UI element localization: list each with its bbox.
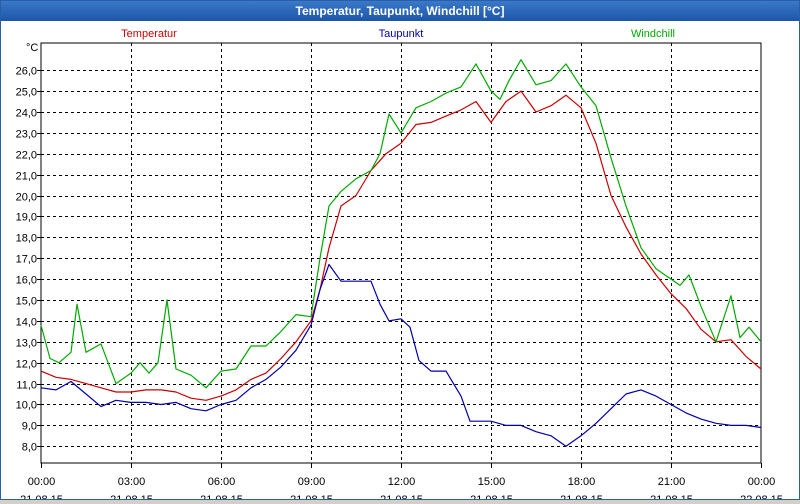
x-tick-time: 18:00 [568,476,596,488]
x-tick-time: 06:00 [208,476,236,488]
y-tick-label: 9,0 [22,421,37,433]
series-line-taupunkt [40,263,762,447]
x-tick-time: 15:00 [478,476,506,488]
x-tick-time: 21:00 [658,476,686,488]
y-tick-label: 26,0 [16,66,37,78]
y-tick-label: 23,0 [16,129,37,141]
x-tick-date: 22.08.15 [740,494,783,499]
x-tick-time: 12:00 [388,476,416,488]
x-tick-date: 21.08.15 [470,494,513,499]
x-tick-time: 03:00 [118,476,146,488]
x-tick-date: 21.08.15 [650,494,693,499]
y-tick-label: 22,0 [16,150,37,162]
y-tick-label: 25,0 [16,87,37,99]
legend-label-windchill: Windchill [631,28,675,40]
y-unit-label: °C [26,42,38,54]
y-tick-label: 21,0 [16,171,37,183]
y-tick-label: 8,0 [22,442,37,454]
x-tick-date: 21.08.15 [560,494,603,499]
y-tick-label: 19,0 [16,212,37,224]
chart-area: 8,0 9,0 10,0 11,0 12,0 13,0 14,0 15,0 16,0 17,0 18… [1,21,799,504]
y-tick-label: 12,0 [16,359,37,371]
x-tick-time: 09:00 [298,476,326,488]
x-tick-time: 00:00 [28,476,56,488]
y-tick-label: 13,0 [16,338,37,350]
y-tick-label: 20,0 [16,192,37,204]
y-tick-label: 15,0 [16,296,37,308]
y-tick-label: 11,0 [16,380,37,392]
y-tick-label: 17,0 [16,254,37,266]
series-line-windchill [40,59,762,389]
y-tick-label: 18,0 [16,233,37,245]
legend-label-temperatur: Temperatur [121,28,177,40]
series-line-temperatur [40,90,762,401]
y-tick-label: 16,0 [16,275,37,287]
x-tick-date: 21.08.15 [200,494,243,499]
y-tick-label: 14,0 [16,317,37,329]
x-tick-date: 21.08.15 [110,494,153,499]
x-tick-date: 21.08.15 [290,494,333,499]
x-tick-time: 00:00 [748,476,776,488]
x-tick-date: 21.08.15 [20,494,63,499]
legend-label-taupunkt: Taupunkt [379,28,424,40]
line-chart: 8,0 9,0 10,0 11,0 12,0 13,0 14,0 15,0 16,0 17,0 18… [16,28,783,504]
y-tick-label: 24,0 [16,108,37,120]
window-title: Temperatur, Taupunkt, Windchill [°C] [1,1,799,21]
x-tick-date: 21.08.15 [380,494,423,499]
y-tick-label: 10,0 [16,400,37,412]
